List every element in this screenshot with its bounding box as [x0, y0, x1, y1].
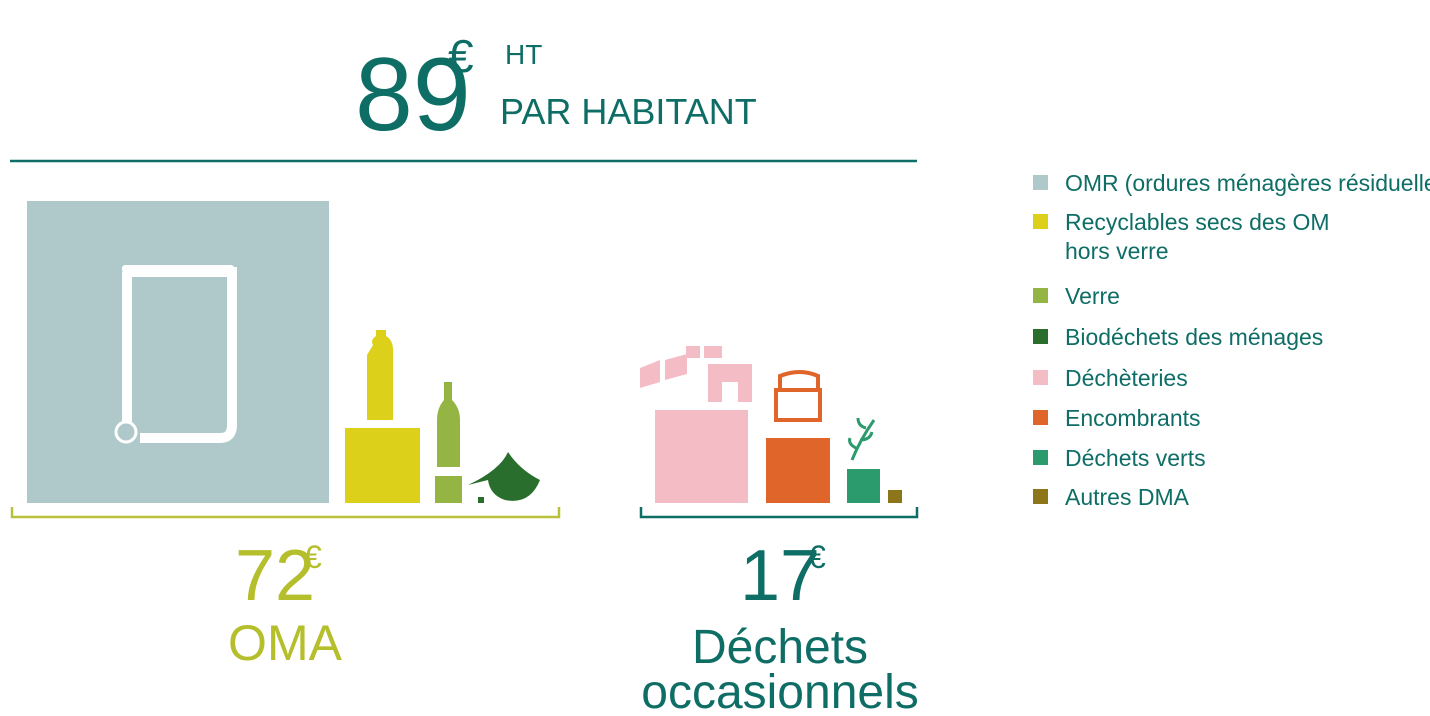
occasional-currency: €	[808, 539, 826, 575]
category-block	[478, 497, 484, 503]
legend-swatch	[1033, 410, 1048, 425]
legend-label: Déchets verts	[1065, 445, 1206, 471]
legend-swatch	[1033, 450, 1048, 465]
legend-label: Autres DMA	[1065, 484, 1190, 510]
category-block	[27, 201, 329, 503]
legend-label: Biodéchets des ménages	[1065, 324, 1323, 350]
total-currency: €	[448, 30, 474, 82]
legend-label: Déchèteries	[1065, 365, 1188, 391]
oma-bracket	[12, 507, 559, 517]
legend-swatch	[1033, 489, 1048, 504]
legend-swatch	[1033, 175, 1048, 190]
legend-label: Encombrants	[1065, 405, 1201, 431]
category-block	[435, 476, 462, 503]
category-block	[345, 428, 420, 503]
legend-note: (ordures ménagères résiduelles)	[1125, 170, 1430, 196]
total-tax: HT	[505, 39, 542, 70]
occasional-bracket	[641, 507, 917, 517]
category-block	[888, 490, 902, 503]
legend-label: OMR	[1065, 170, 1119, 196]
oma-label: OMA	[228, 615, 343, 671]
legend-label: Recyclables secs des OM	[1065, 209, 1330, 235]
category-block	[847, 469, 880, 503]
oma-currency: €	[304, 539, 322, 575]
legend-swatch	[1033, 329, 1048, 344]
occasional-label: occasionnels	[641, 666, 919, 716]
legend-swatch	[1033, 288, 1048, 303]
legend-swatch	[1033, 370, 1048, 385]
page: 89 € HT PAR HABITANT 72 € OMA 17 € Déche…	[0, 0, 1430, 716]
category-block	[766, 438, 830, 503]
category-block	[655, 410, 748, 503]
legend-label: hors verre	[1065, 238, 1169, 264]
legend-swatch	[1033, 214, 1048, 229]
infographic: 89 € HT PAR HABITANT 72 € OMA 17 € Déche…	[0, 0, 1430, 716]
legend-label: Verre	[1065, 283, 1120, 309]
total-label: PAR HABITANT	[500, 91, 757, 132]
